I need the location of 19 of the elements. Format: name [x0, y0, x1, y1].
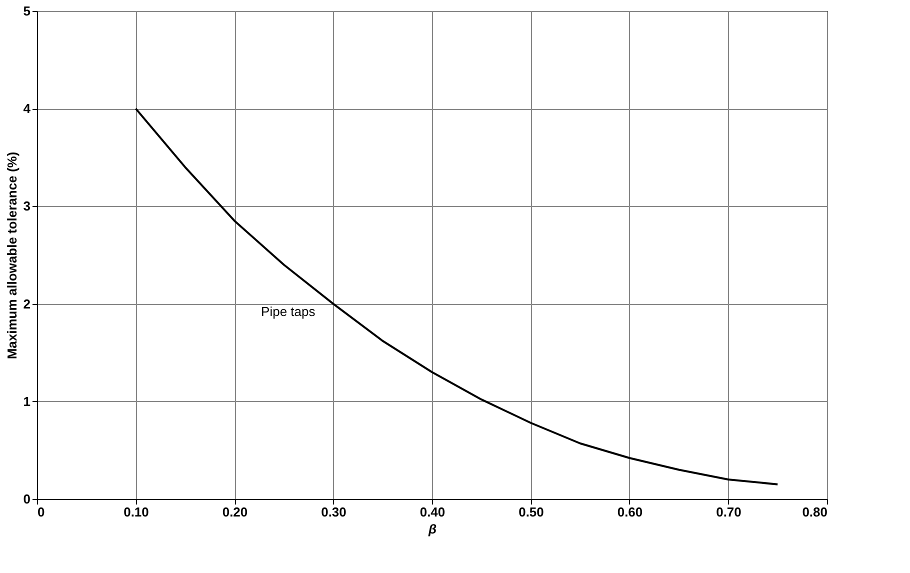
x-tick-label: 0.20 [222, 504, 248, 520]
x-tick-label: 0.30 [321, 504, 346, 520]
y-tick-label: 2 [23, 296, 30, 312]
x-tick-label: 0 [38, 504, 45, 520]
y-axis-title: Maximum allowable tolerance (%) [4, 152, 20, 360]
y-tick-label: 4 [23, 101, 32, 116]
x-tick-label: 0.60 [617, 504, 643, 520]
x-tick-label: 0.80 [802, 504, 828, 520]
annotation: Pipe taps [261, 304, 316, 319]
y-tick-label: 1 [23, 394, 30, 409]
x-tick-label: 0.50 [518, 504, 544, 520]
y-tick-label: 5 [23, 4, 30, 18]
x-tick-label: 0.40 [420, 504, 446, 520]
x-axis-title: β [427, 522, 437, 536]
y-tick-label: 0 [23, 492, 30, 506]
y-tick-label: 3 [23, 198, 30, 214]
x-tick-label: 0.70 [716, 504, 742, 520]
x-tick-label: 0.10 [124, 504, 149, 520]
line-series [134, 108, 779, 486]
